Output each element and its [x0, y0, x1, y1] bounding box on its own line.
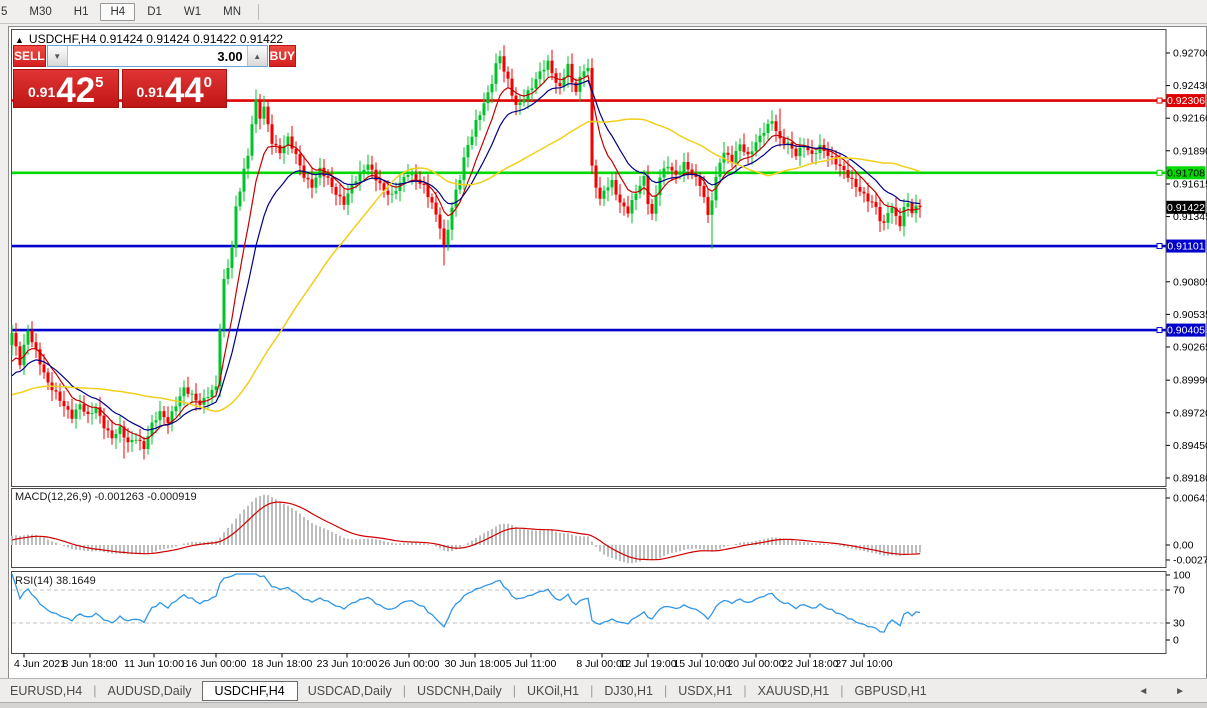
timeframe-button-MN[interactable]: MN	[223, 5, 242, 18]
svg-text:0.91345: 0.91345	[1173, 211, 1207, 223]
svg-text:30: 30	[1173, 618, 1185, 630]
chart-window[interactable]	[8, 26, 1207, 679]
tab-usdcad-daily[interactable]: USDCAD,Daily	[307, 684, 392, 698]
chart-collapse-icon[interactable]: ▲	[15, 35, 24, 45]
sell-button[interactable]: SELL	[13, 45, 46, 67]
svg-text:15 Jul 10:00: 15 Jul 10:00	[673, 658, 730, 670]
svg-text:0.006413: 0.006413	[1173, 493, 1207, 505]
tab-audusd-daily[interactable]: AUDUSD,Daily	[107, 684, 192, 698]
macd-layer	[11, 494, 921, 564]
buy-button[interactable]: BUY	[268, 45, 297, 67]
svg-text:0.90805: 0.90805	[1173, 276, 1207, 288]
tab-separator: |	[743, 684, 747, 698]
svg-text:8 Jul 00:00: 8 Jul 00:00	[576, 658, 628, 670]
buy-price-display[interactable]: 0.91 44 0	[121, 69, 227, 110]
sell-price-prefix: 0.91	[27, 84, 56, 100]
volume-increase-button[interactable]: ▲	[246, 46, 267, 66]
tab-ukoil-h1[interactable]: UKOil,H1	[526, 684, 580, 698]
tab-separator: |	[402, 684, 406, 698]
timeframe-button-M30[interactable]: M30	[29, 5, 52, 18]
sell-price-display[interactable]: 0.91 42 5	[13, 69, 119, 108]
svg-text:0.90265: 0.90265	[1173, 341, 1207, 353]
svg-text:0.92306: 0.92306	[1167, 95, 1205, 107]
timeframe-toolbar: 5 M30 H1 H4 D1 W1 MN	[0, 0, 1207, 24]
svg-text:27 Jul 10:00: 27 Jul 10:00	[835, 658, 892, 670]
tab-scroll-arrows[interactable]: ◄ ►	[1138, 685, 1197, 697]
tab-separator: |	[512, 684, 516, 698]
svg-text:0.91708: 0.91708	[1167, 167, 1205, 179]
ohlc-text: USDCHF,H4 0.91424 0.91424 0.91422 0.9142…	[28, 32, 284, 46]
buy-price-big: 44	[164, 71, 204, 110]
tab-dj30-h1[interactable]: DJ30,H1	[604, 684, 653, 698]
tab-usdchf-h4[interactable]: USDCHF,H4	[201, 681, 298, 701]
volume-input[interactable]	[67, 46, 247, 66]
timeframe-button-H4[interactable]: H4	[100, 2, 136, 21]
svg-text:0.90535: 0.90535	[1173, 309, 1207, 321]
timeframe-button-5[interactable]: 5	[1, 5, 8, 18]
one-click-trading-panel: SELL ▼ ▲ BUY 0.91 42 5 0.91 44 0	[13, 45, 297, 110]
timeframe-button-H1[interactable]: H1	[73, 5, 89, 18]
svg-text:70: 70	[1173, 585, 1185, 597]
toolbar-separator	[258, 3, 260, 20]
svg-text:0: 0	[1173, 635, 1179, 647]
tab-eurusd-h4[interactable]: EURUSD,H4	[10, 684, 83, 698]
tab-usdcnh-daily[interactable]: USDCNH,Daily	[417, 684, 502, 698]
svg-text:23 Jun 10:00: 23 Jun 10:00	[317, 658, 378, 670]
volume-group: ▼ ▲	[46, 45, 268, 67]
svg-text:20 Jul 00:00: 20 Jul 00:00	[727, 658, 784, 670]
buy-price-sup: 0	[203, 74, 213, 91]
ohlc-info-bar: ▲ USDCHF,H4 0.91424 0.91424 0.91422 0.914…	[15, 32, 283, 46]
svg-text:4 Jun 2021: 4 Jun 2021	[14, 658, 66, 670]
svg-text:22 Jul 18:00: 22 Jul 18:00	[781, 658, 838, 670]
svg-text:8 Jun 18:00: 8 Jun 18:00	[63, 658, 118, 670]
tab-usdx-h1[interactable]: USDX,H1	[678, 684, 733, 698]
symbol-tab-bar: EURUSD,H4 | AUDUSD,Daily USDCHF,H4 USDCAD,Da…	[0, 678, 1207, 703]
rsi-line	[11, 573, 921, 633]
svg-text:26 Jun 00:00: 26 Jun 00:00	[379, 658, 440, 670]
svg-text:0.00: 0.00	[1173, 540, 1194, 552]
timeframe-button-D1[interactable]: D1	[147, 5, 162, 18]
svg-text:100: 100	[1173, 570, 1191, 582]
tab-separator: |	[663, 684, 668, 698]
svg-text:11 Jun 10:00: 11 Jun 10:00	[124, 658, 184, 670]
svg-text:0.91422: 0.91422	[1167, 202, 1205, 214]
svg-text:0.91615: 0.91615	[1173, 178, 1207, 190]
svg-text:0.90405: 0.90405	[1167, 325, 1205, 337]
ma-sma45	[11, 118, 921, 413]
svg-text:5 Jul 11:00: 5 Jul 11:00	[506, 658, 557, 670]
timeframe-button-W1[interactable]: W1	[183, 5, 202, 18]
tab-gbpusd-h1[interactable]: GBPUSD,H1	[854, 684, 927, 698]
macd-label: MACD(12,26,9) -0.001263 -0.000919	[15, 491, 197, 503]
svg-text:0.91101: 0.91101	[1167, 241, 1204, 253]
rsi-label: RSI(14) 38.1649	[15, 575, 96, 587]
ma-ema16	[11, 79, 921, 431]
svg-text:12 Jul 19:00: 12 Jul 19:00	[619, 658, 676, 670]
volume-decrease-button[interactable]: ▼	[47, 46, 68, 66]
tab-separator: |	[93, 684, 97, 698]
svg-text:30 Jun 18:00: 30 Jun 18:00	[445, 658, 506, 670]
svg-text:-0.00272: -0.00272	[1173, 555, 1207, 567]
svg-text:18 Jun 18:00: 18 Jun 18:00	[252, 658, 313, 670]
buy-price-prefix: 0.91	[136, 84, 164, 100]
bottom-strip	[0, 702, 1207, 708]
sell-price-sup: 5	[95, 74, 104, 91]
tab-separator: |	[590, 684, 594, 698]
tab-separator: |	[840, 684, 844, 698]
sell-price-big: 42	[56, 71, 96, 110]
svg-text:16 Jun 00:00: 16 Jun 00:00	[186, 658, 247, 670]
tab-xauusd-h1[interactable]: XAUUSD,H1	[757, 684, 830, 698]
